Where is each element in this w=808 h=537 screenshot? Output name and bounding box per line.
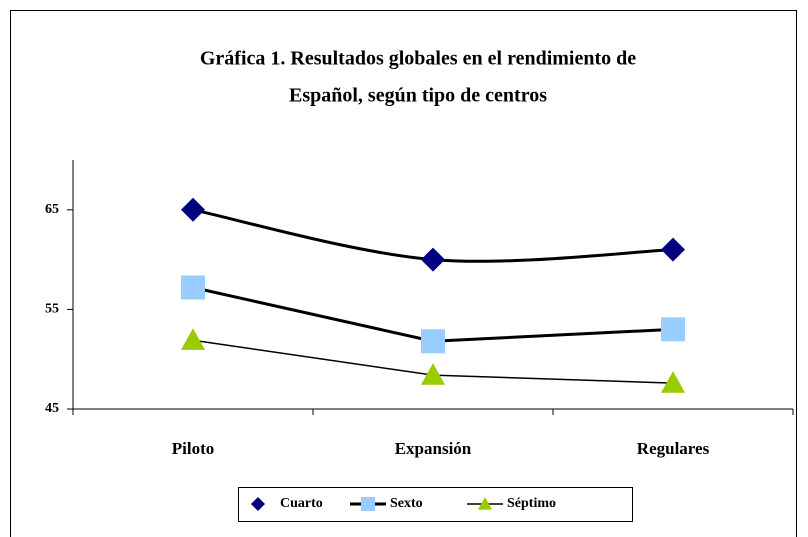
- marker-square: [361, 497, 375, 511]
- marker-triangle: [421, 363, 445, 385]
- marker-diamond: [421, 247, 445, 272]
- x-tick-label: Piloto: [172, 439, 215, 458]
- chart-frame: [10, 10, 797, 537]
- marker-triangle: [478, 497, 492, 510]
- y-tick-label: 55: [45, 302, 59, 317]
- x-tick-label: Regulares: [637, 439, 710, 458]
- marker-square: [421, 329, 445, 354]
- y-tick-label: 65: [45, 202, 59, 217]
- x-tick-label: Expansión: [395, 439, 472, 458]
- marker-diamond: [661, 237, 685, 262]
- marker-triangle: [661, 371, 685, 393]
- legend-label: Séptimo: [507, 496, 556, 511]
- legend-label: Sexto: [390, 496, 423, 511]
- marker-square: [181, 275, 205, 300]
- marker-triangle: [181, 328, 205, 350]
- marker-diamond: [181, 197, 205, 222]
- chart-title: Gráfica 1. Resultados globales en el ren…: [200, 48, 636, 70]
- marker-square: [661, 317, 685, 342]
- chart-title: Español, según tipo de centros: [289, 85, 547, 107]
- legend-label: Cuarto: [280, 496, 323, 511]
- y-tick-label: 45: [45, 401, 59, 416]
- legend-box: [238, 487, 633, 522]
- marker-diamond: [251, 497, 265, 511]
